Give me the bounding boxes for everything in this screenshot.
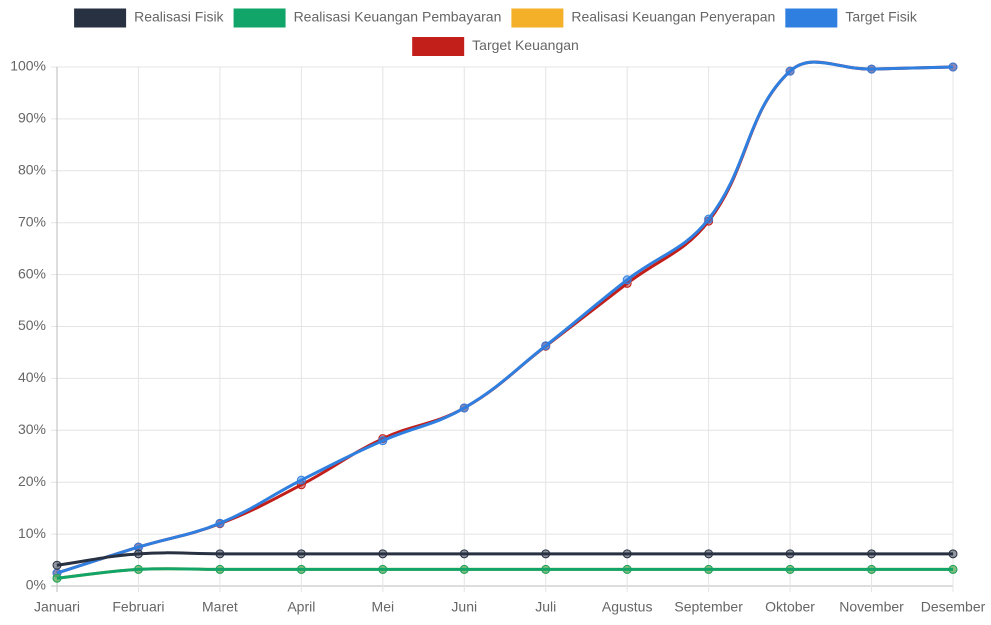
x-tick-label: Juli [535,599,556,615]
legend-item: Realisasi Keuangan Pembayaran [233,8,502,28]
series-line [56,567,953,580]
data-point [541,564,551,574]
data-point [622,275,632,285]
data-point [622,549,632,559]
legend-item: Target Keuangan [412,37,579,56]
data-point [459,564,469,574]
x-tick-label: November [839,599,904,615]
series [56,60,954,575]
y-tick-label: 0% [26,577,46,593]
x-tick-label: Februari [112,599,164,615]
series [56,60,954,575]
legend-swatch [785,8,838,28]
legend-label: Realisasi Fisik [134,9,224,25]
data-point [704,549,714,559]
y-tick-label: 70% [18,213,46,229]
legend-label: Target Keuangan [472,37,579,53]
x-tick-label: Mei [372,599,395,615]
y-tick-label: 50% [18,317,46,333]
data-point [704,564,714,574]
series [56,551,953,567]
x-tick-label: Desember [921,599,986,615]
data-point [378,436,388,446]
data-point [215,518,225,528]
data-point [541,549,551,559]
legend-label: Target Fisik [845,9,918,25]
data-point [948,62,958,72]
data-point [785,66,795,76]
x-tick-label: April [287,599,315,615]
data-point [296,475,306,485]
data-point [133,564,143,574]
legend-label: Realisasi Keuangan Penyerapan [571,9,775,25]
data-point [948,549,958,559]
x-tick-label: Agustus [602,599,653,615]
data-point [785,564,795,574]
data-point [948,564,958,574]
data-point [215,549,225,559]
series-line [56,551,953,567]
x-tick-label: Juni [451,599,477,615]
data-point [785,549,795,559]
y-tick-label: 90% [18,110,46,126]
legend-swatch [412,37,465,56]
data-point [133,549,143,559]
y-tick-label: 40% [18,369,46,385]
data-point [459,403,469,413]
data-point [52,560,62,570]
y-tick-label: 10% [18,525,46,541]
data-point [52,573,62,583]
data-point [215,564,225,574]
series [56,567,953,580]
data-point [459,549,469,559]
x-tick-label: Oktober [765,599,815,615]
data-point [378,564,388,574]
data-point [867,549,877,559]
legend-swatch [74,8,127,28]
x-tick-label: Januari [34,599,80,615]
legend-swatch [511,8,564,28]
legend-label: Realisasi Keuangan Pembayaran [294,9,502,25]
data-point [622,564,632,574]
x-tick-label: September [674,599,743,615]
data-point [867,64,877,74]
data-point [296,564,306,574]
y-tick-label: 60% [18,265,46,281]
data-point [296,549,306,559]
y-tick-label: 20% [18,473,46,489]
legend-item: Target Fisik [785,8,918,28]
legend-swatch [233,8,286,28]
y-tick-label: 80% [18,162,46,178]
legend-item: Realisasi Fisik [74,8,225,28]
data-point [541,341,551,351]
y-tick-label: 30% [18,421,46,437]
data-point [378,549,388,559]
series-line [56,60,954,575]
x-tick-label: Maret [202,599,238,615]
data-point [867,564,877,574]
y-tick-label: 100% [10,58,46,74]
series-line [56,60,954,575]
data-point [704,214,714,224]
legend-item: Realisasi Keuangan Penyerapan [511,8,775,28]
